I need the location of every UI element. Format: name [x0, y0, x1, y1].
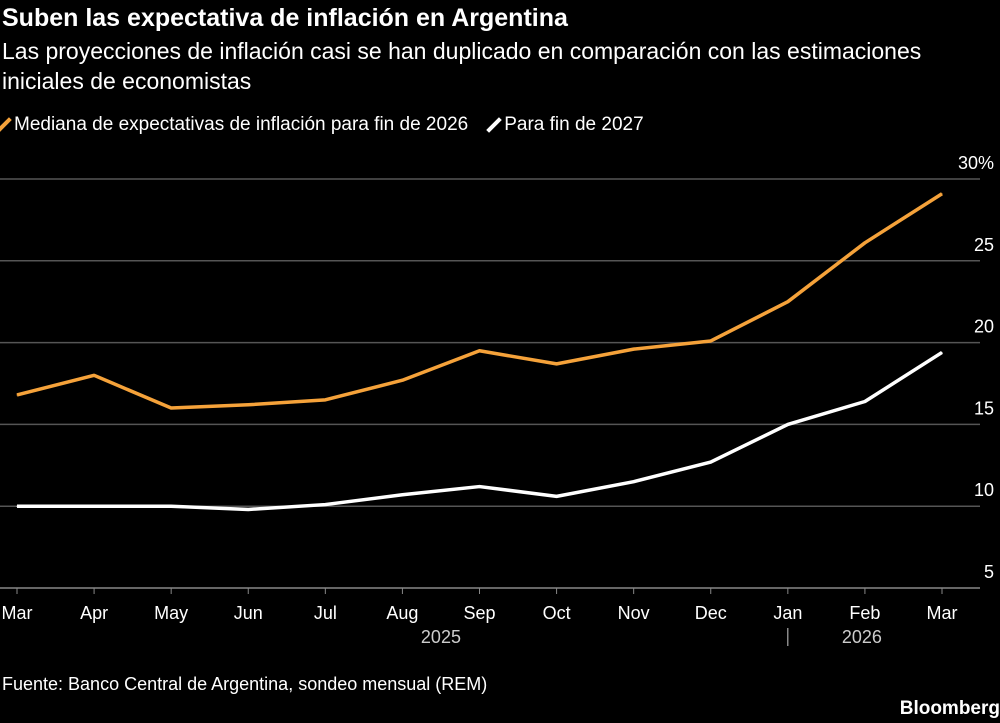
- x-tick-label: Feb: [849, 603, 880, 623]
- series-line-1: [17, 350, 943, 512]
- data-point: [401, 494, 403, 496]
- legend: Mediana de expectativas de inflación par…: [0, 114, 644, 136]
- data-point: [787, 301, 789, 303]
- x-tick-label: Oct: [543, 603, 571, 623]
- y-tick-label: 15: [974, 398, 994, 418]
- chart-title: Suben las expectativa de inflación en Ar…: [2, 4, 568, 32]
- data-point: [633, 481, 635, 483]
- x-tick-label: Dec: [695, 603, 727, 623]
- x-tick-label: Jan: [773, 603, 802, 623]
- y-tick-label: 30%: [958, 153, 994, 173]
- y-tick-label: 5: [984, 562, 994, 582]
- x-tick-label: May: [154, 603, 188, 623]
- series-line-0: [16, 192, 943, 410]
- chart-subtitle: Las proyecciones de inflación casi se ha…: [2, 38, 922, 94]
- legend-label-2026: Mediana de expectativas de inflación par…: [14, 114, 469, 135]
- x-tick-label: Apr: [80, 603, 108, 623]
- data-point: [864, 400, 866, 402]
- data-point: [324, 399, 326, 401]
- data-point: [170, 505, 172, 507]
- x-tick-label: Aug: [386, 603, 418, 623]
- y-tick-label: 20: [974, 317, 994, 337]
- data-point: [864, 242, 866, 244]
- data-point: [556, 495, 558, 497]
- x-tick-label: Jul: [314, 603, 337, 623]
- x-tick-label: Jun: [234, 603, 263, 623]
- y-tick-label: 25: [974, 235, 994, 255]
- data-point: [247, 404, 249, 406]
- data-point: [941, 193, 943, 195]
- x-tick-label: Mar: [2, 603, 33, 623]
- year-label-2025: 2025: [421, 627, 461, 647]
- legend-item-2026: Mediana de expectativas de inflación par…: [0, 114, 469, 136]
- data-point: [16, 505, 18, 507]
- data-point: [787, 423, 789, 425]
- source-note: Fuente: Banco Central de Argentina, sond…: [2, 674, 488, 694]
- x-tick-label: Mar: [927, 603, 958, 623]
- data-point: [710, 340, 712, 342]
- x-tick-label: Sep: [463, 603, 495, 623]
- legend-label-2027: Para fin de 2027: [504, 114, 644, 135]
- data-point: [401, 379, 403, 381]
- y-tick-label: 10: [974, 480, 994, 500]
- legend-item-2027: Para fin de 2027: [486, 114, 644, 136]
- data-point: [479, 350, 480, 352]
- data-point: [93, 505, 95, 507]
- x-tick-label: Nov: [618, 603, 650, 623]
- data-point: [941, 351, 943, 353]
- data-point: [324, 504, 326, 506]
- bloomberg-logo: Bloomberg: [899, 698, 1000, 719]
- data-point: [170, 407, 172, 409]
- data-point: [710, 461, 712, 463]
- data-point: [93, 374, 95, 376]
- data-point: [479, 486, 480, 488]
- data-point: [556, 363, 558, 365]
- data-point: [16, 394, 18, 396]
- data-point: [247, 508, 249, 510]
- data-point: [633, 348, 635, 350]
- year-label-2026: 2026: [842, 627, 882, 647]
